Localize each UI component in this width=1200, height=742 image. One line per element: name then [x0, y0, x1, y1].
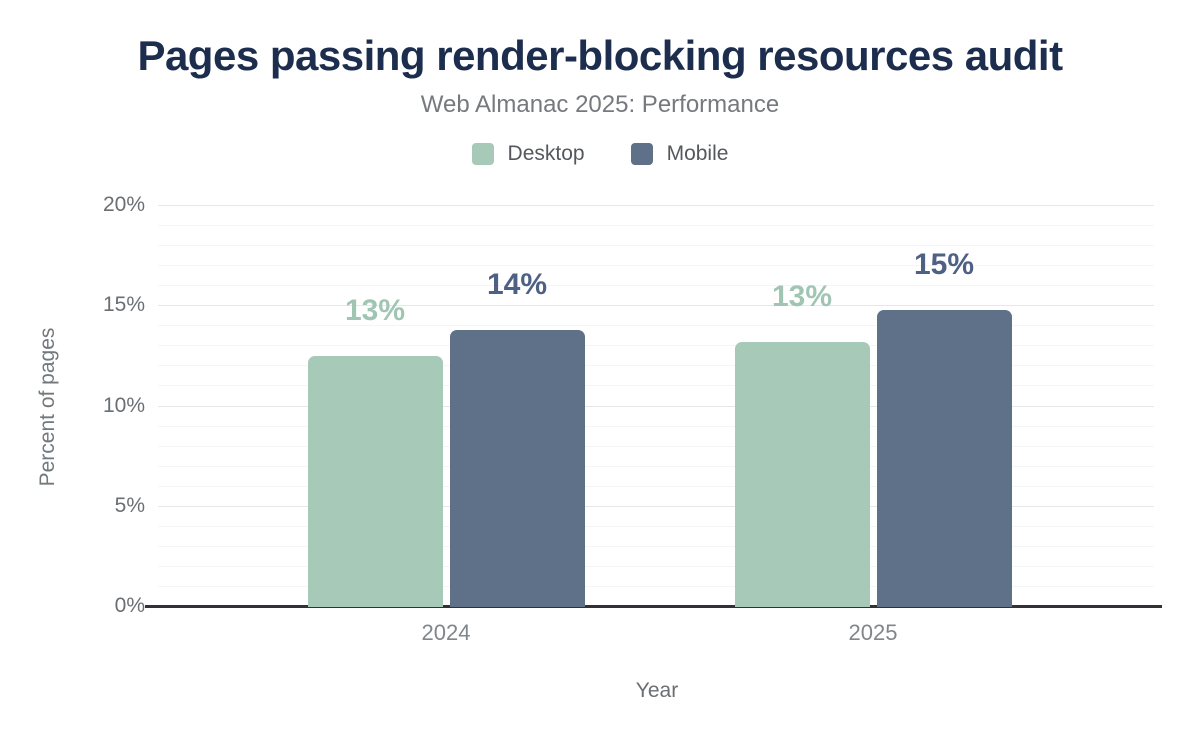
- minor-gridline: [158, 485, 1154, 487]
- chart-title: Pages passing render-blocking resources …: [137, 32, 1063, 79]
- minor-gridline: [158, 545, 1154, 547]
- y-tick-label: 20%: [102, 193, 145, 216]
- legend-item-desktop[interactable]: Desktop: [471, 142, 585, 166]
- bar-value-label: 13%: [344, 294, 406, 328]
- minor-gridline: [158, 345, 1154, 347]
- legend-swatch-icon: [471, 143, 494, 165]
- bar-value-label: 13%: [771, 280, 833, 314]
- y-axis-title: Percent of pages: [36, 327, 59, 487]
- y-tick-label: 15%: [102, 293, 145, 317]
- x-axis-line: [145, 605, 1162, 608]
- major-gridline: [158, 505, 1154, 507]
- x-axis-title: Year: [635, 679, 679, 702]
- major-gridline: [158, 405, 1154, 407]
- bar-value-label: 15%: [913, 248, 975, 282]
- y-tick-label: 10%: [102, 393, 145, 417]
- minor-gridline: [158, 525, 1154, 527]
- bar-desktop-2024[interactable]: [307, 356, 443, 607]
- bar-mobile-2025[interactable]: [876, 310, 1012, 607]
- legend-item-mobile[interactable]: Mobile: [630, 142, 729, 166]
- minor-gridline: [158, 225, 1154, 227]
- bar-desktop-2025[interactable]: [734, 342, 870, 607]
- bar-mobile-2024[interactable]: [449, 330, 585, 607]
- major-gridline: [158, 305, 1154, 307]
- minor-gridline: [158, 565, 1154, 567]
- minor-gridline: [158, 425, 1154, 427]
- legend-swatch-icon: [630, 143, 653, 165]
- minor-gridline: [158, 445, 1154, 447]
- x-tick-label: 2025: [848, 620, 898, 645]
- minor-gridline: [158, 285, 1154, 287]
- minor-gridline: [158, 325, 1154, 327]
- legend: Desktop Mobile: [0, 142, 1200, 166]
- chart-subtitle: Web Almanac 2025: Performance: [420, 91, 780, 118]
- minor-gridline: [158, 265, 1154, 267]
- major-gridline: [158, 205, 1154, 206]
- bar-value-label: 14%: [486, 268, 548, 302]
- minor-gridline: [158, 245, 1154, 247]
- y-tick-label: 5%: [114, 493, 145, 517]
- legend-label: Mobile: [666, 142, 729, 165]
- plot-area: 13% 14% 2024 13% 15% 2025: [145, 205, 1162, 645]
- x-tick-label: 2024: [421, 620, 471, 645]
- y-tick-label: 0%: [114, 594, 145, 617]
- minor-gridline: [158, 465, 1154, 467]
- minor-gridline: [158, 365, 1154, 367]
- legend-label: Desktop: [507, 142, 585, 165]
- minor-gridline: [158, 385, 1154, 387]
- minor-gridline: [158, 585, 1154, 587]
- y-axis-labels: 0% 5% 10% 15% 20%: [0, 193, 145, 617]
